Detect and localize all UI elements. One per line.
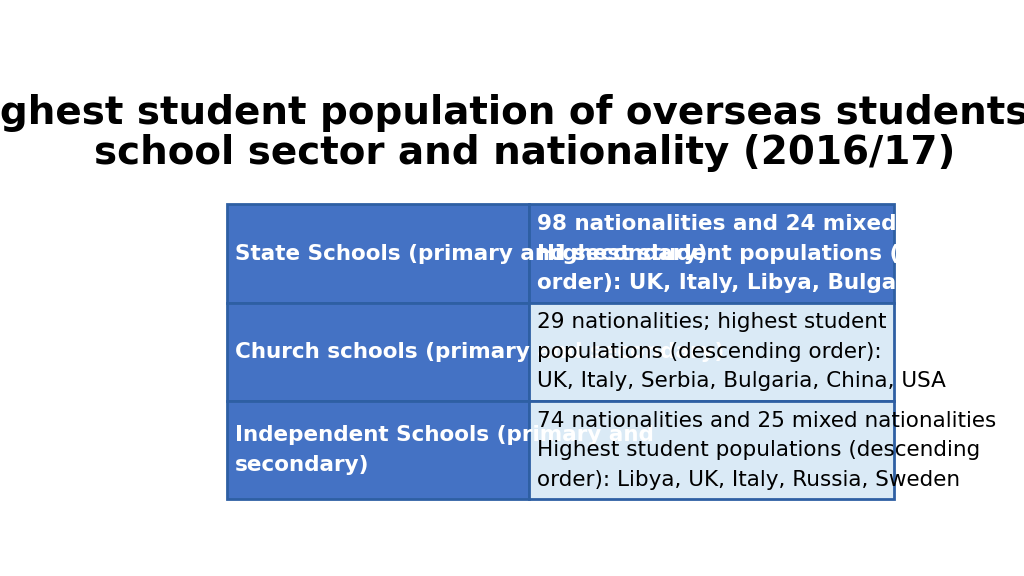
- Bar: [227, 204, 528, 303]
- Text: 29 nationalities; highest student
populations (descending order):
UK, Italy, Ser: 29 nationalities; highest student popula…: [537, 312, 945, 392]
- Text: 98 nationalities and 24 mixed nationalities
Highest student populations (descend: 98 nationalities and 24 mixed nationalit…: [537, 214, 1024, 293]
- Bar: [528, 204, 894, 303]
- Text: Church schools (primary and secondary): Church schools (primary and secondary): [236, 342, 725, 362]
- Text: Independent Schools (primary and
secondary): Independent Schools (primary and seconda…: [236, 426, 654, 475]
- Bar: [227, 303, 528, 401]
- Bar: [528, 303, 894, 401]
- Text: Highest student population of overseas students by: Highest student population of overseas s…: [0, 94, 1024, 132]
- Bar: [227, 401, 528, 499]
- Bar: [528, 401, 894, 499]
- Text: school sector and nationality (2016/17): school sector and nationality (2016/17): [94, 134, 955, 172]
- Text: 74 nationalities and 25 mixed nationalities
Highest student populations (descend: 74 nationalities and 25 mixed nationalit…: [537, 411, 996, 490]
- Text: State Schools (primary and secondary): State Schools (primary and secondary): [236, 244, 708, 264]
